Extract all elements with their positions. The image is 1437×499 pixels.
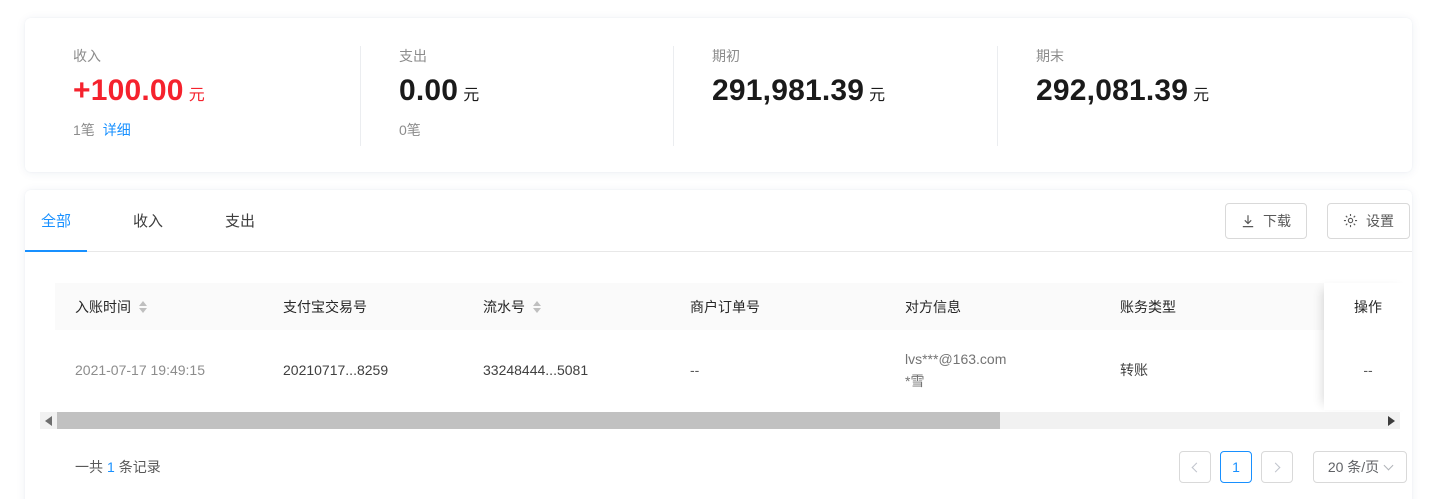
pagination: 1 20 条/页 — [1179, 451, 1407, 483]
total-prefix: 一共 — [75, 459, 103, 475]
cell-merchant-order-no: -- — [690, 362, 700, 378]
counterparty-name: *雪 — [905, 373, 925, 389]
page-size-label: 20 条/页 — [1327, 459, 1380, 475]
expense-label: 支出 — [399, 48, 427, 64]
page-size-select[interactable]: 20 条/页 — [1313, 451, 1407, 483]
closing-label: 期末 — [1036, 48, 1064, 64]
column-header-serial-no: 流水号 — [463, 297, 670, 317]
closing-value: 292,081.39 元 — [1036, 74, 1412, 108]
column-header-merchant-order-no: 商户订单号 — [670, 297, 885, 317]
column-label: 支付宝交易号 — [283, 298, 367, 315]
column-header-action: 操作 — [1354, 298, 1382, 315]
income-value: +100.00 元 — [73, 74, 360, 108]
prev-page-button[interactable] — [1179, 451, 1211, 483]
download-icon — [1241, 214, 1255, 228]
column-label: 流水号 — [483, 298, 525, 315]
summary-expense: 支出 0.00 元 0笔 — [360, 46, 673, 146]
sort-icon[interactable] — [533, 300, 541, 313]
cell-entry-time: 2021-07-17 19:49:15 — [75, 362, 205, 378]
toolbar: 下载 设置 — [1225, 202, 1410, 239]
gear-icon — [1343, 213, 1358, 228]
column-label: 商户订单号 — [690, 298, 760, 315]
income-count: 1笔 — [73, 122, 95, 138]
transactions-card: 全部 收入 支出 下载 — [25, 190, 1412, 499]
total-count: 1 — [107, 459, 115, 475]
column-label: 对方信息 — [905, 298, 961, 315]
scrollbar-thumb[interactable] — [57, 412, 1000, 429]
summary-opening: 期初 291,981.39 元 — [673, 46, 997, 146]
table-row: 2021-07-17 19:49:15 20210717...8259 3324… — [55, 330, 1412, 410]
sort-icon[interactable] — [139, 300, 147, 313]
summary-income: 收入 +100.00 元 1笔 详细 — [25, 46, 360, 146]
income-sub: 1笔 详细 — [73, 120, 360, 140]
table-footer: 一共 1 条记录 1 20 条/页 — [25, 451, 1412, 483]
cell-serial-no: 33248444...5081 — [483, 362, 589, 378]
expense-unit: 元 — [463, 87, 480, 104]
summary-closing: 期末 292,081.39 元 — [997, 46, 1412, 146]
tabs: 全部 收入 支出 — [25, 190, 301, 252]
record-total: 一共 1 条记录 — [75, 457, 161, 477]
counterparty-account: lvs***@163.com — [905, 351, 1007, 367]
closing-amount: 292,081.39 — [1036, 74, 1189, 107]
total-suffix: 条记录 — [118, 459, 161, 475]
income-detail-link[interactable]: 详细 — [102, 122, 131, 138]
income-amount: +100.00 — [73, 74, 184, 107]
cell-alipay-trade-no: 20210717...8259 — [283, 362, 389, 378]
scroll-left-arrow-icon[interactable] — [45, 416, 52, 426]
closing-unit: 元 — [1193, 87, 1210, 104]
summary-card: 收入 +100.00 元 1笔 详细 支出 0.00 元 0笔 期初 291,981.… — [25, 18, 1412, 172]
transactions-table: 入账时间 支付宝交易号 流水号 商户订单号 对方信息 账务类型 2021-07-… — [55, 283, 1412, 410]
opening-value: 291,981.39 元 — [712, 74, 997, 108]
expense-sub: 0笔 — [399, 120, 673, 140]
column-header-counterparty: 对方信息 — [885, 297, 1100, 317]
column-label: 账务类型 — [1120, 298, 1176, 315]
page-number-button[interactable]: 1 — [1220, 451, 1252, 483]
tab-bar: 全部 收入 支出 下载 — [25, 190, 1412, 252]
cell-counterparty: lvs***@163.com *雪 — [885, 348, 1100, 392]
income-unit: 元 — [188, 87, 205, 104]
download-label: 下载 — [1263, 212, 1291, 229]
tab-all[interactable]: 全部 — [25, 190, 88, 252]
opening-label: 期初 — [712, 48, 740, 64]
download-button[interactable]: 下载 — [1225, 202, 1307, 239]
scroll-right-arrow-icon[interactable] — [1388, 416, 1395, 426]
tab-income[interactable]: 收入 — [133, 213, 164, 230]
cell-action: -- — [1363, 362, 1373, 378]
horizontal-scrollbar[interactable] — [40, 412, 1400, 429]
cell-account-type: 转账 — [1120, 362, 1148, 378]
chevron-left-icon — [1191, 462, 1202, 472]
chevron-right-icon — [1270, 462, 1281, 472]
tab-expense[interactable]: 支出 — [225, 213, 256, 230]
column-header-account-type: 账务类型 — [1100, 297, 1412, 317]
table-header-row: 入账时间 支付宝交易号 流水号 商户订单号 对方信息 账务类型 — [55, 283, 1412, 330]
column-label: 入账时间 — [75, 298, 131, 315]
income-label: 收入 — [73, 48, 101, 64]
settings-label: 设置 — [1366, 212, 1394, 229]
expense-amount: 0.00 — [399, 74, 459, 107]
settings-button[interactable]: 设置 — [1327, 202, 1410, 239]
expense-value: 0.00 元 — [399, 74, 673, 108]
opening-amount: 291,981.39 — [712, 74, 865, 107]
next-page-button[interactable] — [1261, 451, 1293, 483]
chevron-down-icon — [1383, 460, 1394, 471]
fixed-action-column: 操作 -- — [1324, 283, 1412, 410]
opening-unit: 元 — [869, 87, 886, 104]
column-header-entry-time: 入账时间 — [55, 297, 263, 317]
expense-count: 0笔 — [399, 122, 421, 138]
column-header-alipay-trade-no: 支付宝交易号 — [263, 297, 463, 317]
